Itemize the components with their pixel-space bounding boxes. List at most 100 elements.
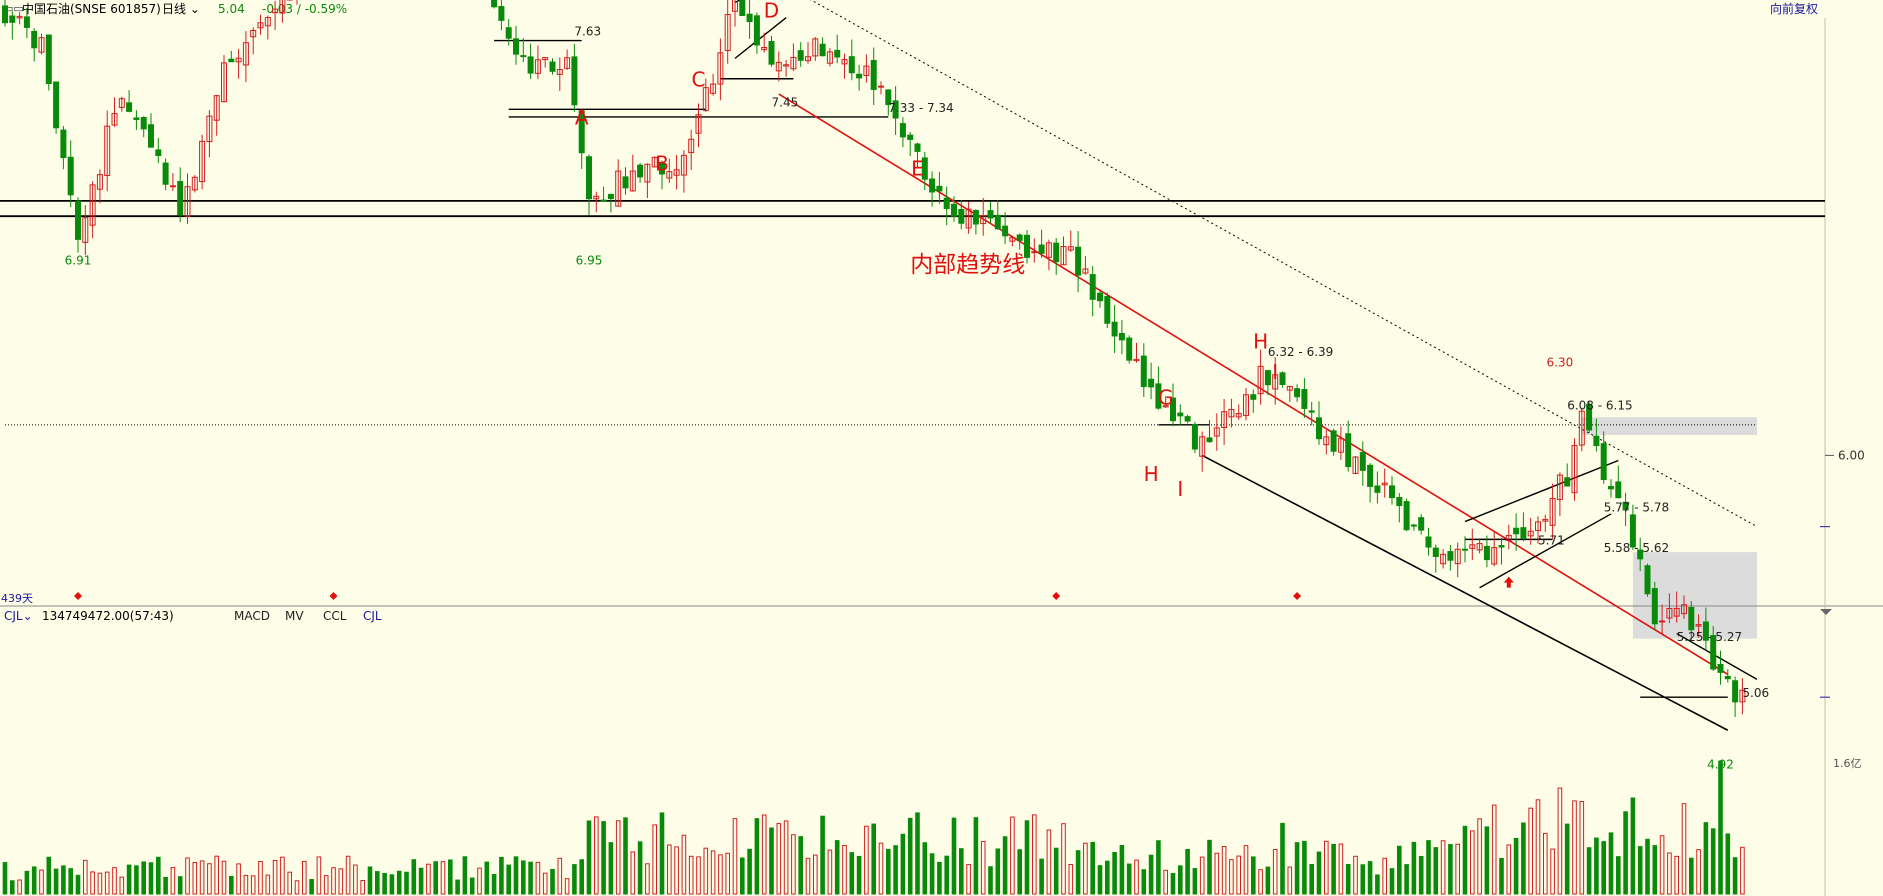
volume-bar xyxy=(1470,830,1475,895)
candle-body xyxy=(1213,427,1220,437)
volume-bar xyxy=(229,875,234,895)
candle-body xyxy=(1425,536,1432,548)
volume-bar xyxy=(1543,832,1548,895)
candle-body xyxy=(542,57,549,61)
volume-bar xyxy=(667,844,672,895)
candle-body xyxy=(1622,501,1629,511)
adjust-mode-button[interactable]: 向前复权 xyxy=(1770,2,1819,16)
volume-bar xyxy=(959,848,964,895)
candle-body xyxy=(1739,689,1746,703)
candle-body xyxy=(111,113,118,126)
volume-bar xyxy=(258,861,263,895)
indicator-selector[interactable]: CJL⌄ xyxy=(4,607,33,625)
candle-body xyxy=(1732,680,1739,703)
level-label: 7.63 xyxy=(574,24,601,38)
volume-bar xyxy=(1243,845,1249,895)
candle-body xyxy=(242,42,249,66)
volume-bar xyxy=(1557,787,1563,895)
level-label: 5.58 - 5.62 xyxy=(1604,541,1669,555)
candle-body xyxy=(169,185,176,188)
candle-body xyxy=(257,22,264,29)
volume-bar xyxy=(455,879,460,895)
candle-body xyxy=(1462,548,1468,551)
candle-body xyxy=(1272,374,1279,390)
pattern-label: D xyxy=(764,0,779,23)
volume-bar xyxy=(90,871,95,895)
tab-cjl[interactable]: CJL xyxy=(363,609,382,623)
candle-body xyxy=(1615,481,1622,499)
candle-body xyxy=(1250,394,1257,400)
volume-bar xyxy=(382,872,387,895)
candle-body xyxy=(1659,620,1666,623)
volume-bar xyxy=(1404,864,1409,895)
candle-body xyxy=(1381,482,1388,486)
candle-body xyxy=(23,16,30,28)
candle-body xyxy=(783,64,790,67)
volume-bar xyxy=(1338,843,1344,895)
volume-bar xyxy=(688,855,694,895)
volume-bar xyxy=(1579,801,1585,895)
candle-body xyxy=(732,0,738,12)
tab-macd[interactable]: MACD xyxy=(234,609,270,623)
candle-body xyxy=(1593,435,1600,447)
candle-body xyxy=(1279,372,1286,385)
volume-bar xyxy=(1667,852,1672,895)
volume-bar xyxy=(141,861,146,895)
pattern-label: C xyxy=(692,67,706,91)
trend-lines xyxy=(0,0,1825,731)
volume-bar xyxy=(791,834,796,895)
period-selector[interactable]: 日线 ⌄ xyxy=(162,0,200,18)
candle-body xyxy=(710,83,717,94)
volume-bar xyxy=(1324,840,1329,895)
candle-body xyxy=(702,87,709,111)
candle-body xyxy=(1476,543,1483,551)
level-label: 6.08 - 6.15 xyxy=(1567,399,1632,413)
candle-body xyxy=(644,163,651,183)
volume-bar xyxy=(579,859,585,895)
stock-name[interactable]: 中国石油(SNSE 601857) xyxy=(22,2,161,16)
candle-body xyxy=(761,47,768,51)
level-label: 7.45 xyxy=(772,96,799,110)
volume-bar xyxy=(119,876,125,895)
volume-bar xyxy=(1521,822,1526,895)
price-candles xyxy=(2,0,1746,717)
candle-body xyxy=(717,52,724,85)
event-marker xyxy=(74,592,82,600)
candle-body xyxy=(1359,452,1366,471)
candle-body xyxy=(155,149,162,157)
candle-body xyxy=(1637,549,1644,560)
volume-bar xyxy=(1426,840,1431,895)
candle-body xyxy=(921,157,928,180)
candle-body xyxy=(505,27,512,39)
candle-body xyxy=(1308,410,1315,413)
volume-bar xyxy=(951,817,957,895)
price-label: 6.91 xyxy=(65,254,92,268)
tab-mv[interactable]: MV xyxy=(285,609,304,623)
candle-body xyxy=(812,38,819,57)
window-menu-icon[interactable]: ▭▭ xyxy=(3,2,24,15)
candle-body xyxy=(140,116,147,130)
volume-bar xyxy=(564,878,570,895)
candle-body xyxy=(768,40,775,65)
volume-bar xyxy=(1032,814,1037,895)
candle-body xyxy=(1491,547,1498,565)
volume-bar xyxy=(1572,800,1577,895)
volume-bar xyxy=(462,856,468,895)
volume-bar xyxy=(929,853,935,895)
volume-bar xyxy=(1272,848,1278,895)
candle-body xyxy=(1454,548,1461,565)
candle-body xyxy=(118,98,125,108)
volume-axis-label: 1.6亿 xyxy=(1833,757,1862,770)
volume-bar xyxy=(433,861,438,895)
volume-bar xyxy=(608,842,614,895)
volume-bar xyxy=(535,861,541,895)
volume-bar xyxy=(1097,865,1103,895)
volume-bar xyxy=(1535,799,1541,895)
volume-bar xyxy=(1586,847,1592,895)
volume-bar xyxy=(207,863,212,895)
candle-body xyxy=(797,50,804,61)
candle-body xyxy=(1104,295,1111,324)
tab-ccl[interactable]: CCL xyxy=(323,609,347,623)
volume-bar xyxy=(221,860,227,895)
